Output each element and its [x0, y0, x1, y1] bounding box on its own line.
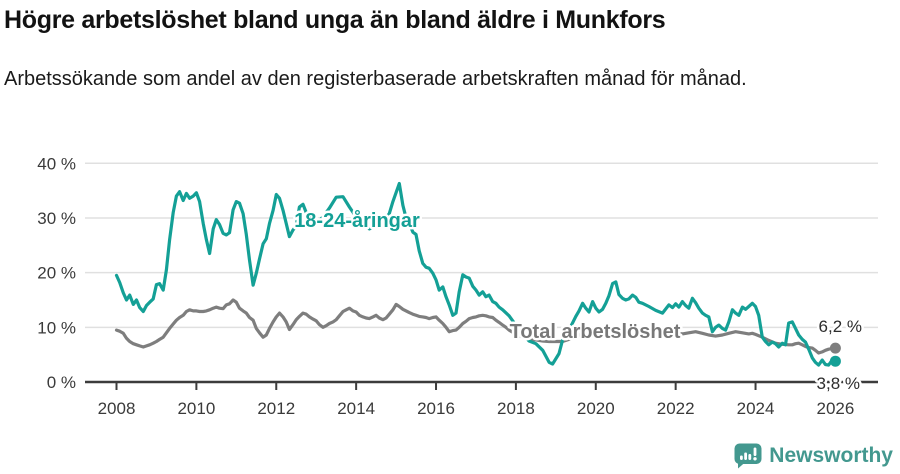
- x-axis-label: 2026: [817, 399, 855, 418]
- x-axis-label: 2012: [257, 399, 295, 418]
- y-axis-label: 30 %: [37, 209, 76, 228]
- y-axis-label: 40 %: [37, 154, 76, 173]
- x-axis-label: 2018: [497, 399, 535, 418]
- newsworthy-logo-icon: [734, 443, 762, 469]
- y-axis-label: 0 %: [47, 373, 76, 392]
- series-line: [114, 181, 838, 367]
- page-subtitle: Arbetssökande som andel av den registerb…: [4, 68, 747, 90]
- gridlines: [85, 162, 878, 329]
- axes: 40 % 30 % 20 % 10 % 0 % 2008 2010 2012 2014 2016 2…: [37, 154, 878, 418]
- brand-name: Newsworthy: [769, 444, 893, 467]
- y-axis-label: 20 %: [37, 264, 76, 283]
- series-line: [114, 298, 838, 355]
- x-axis-label: 2014: [337, 399, 375, 418]
- series-end-dot: [829, 355, 841, 367]
- series-end-dot: [829, 342, 841, 354]
- series-lines: [114, 181, 841, 367]
- page-title: Högre arbetslöshet bland unga än bland ä…: [4, 6, 666, 34]
- brand-footer: Newsworthy: [734, 443, 893, 469]
- end-value-label-young: 3,8 %: [817, 374, 860, 393]
- end-value-label-total: 6,2 %: [819, 317, 862, 336]
- x-axis-label: 2008: [98, 399, 136, 418]
- x-axis-label: 2016: [417, 399, 455, 418]
- series-label-young: 18-24-åringar: [294, 209, 420, 232]
- x-axis-label: 2020: [577, 399, 615, 418]
- speech-bubble-tail: [738, 462, 746, 469]
- series-label-total: Total arbetslöshet: [510, 321, 681, 343]
- x-axis-label: 2010: [177, 399, 215, 418]
- x-axis-label: 2024: [737, 399, 775, 418]
- x-axis-label: 2022: [657, 399, 695, 418]
- y-axis-label: 10 %: [37, 318, 76, 337]
